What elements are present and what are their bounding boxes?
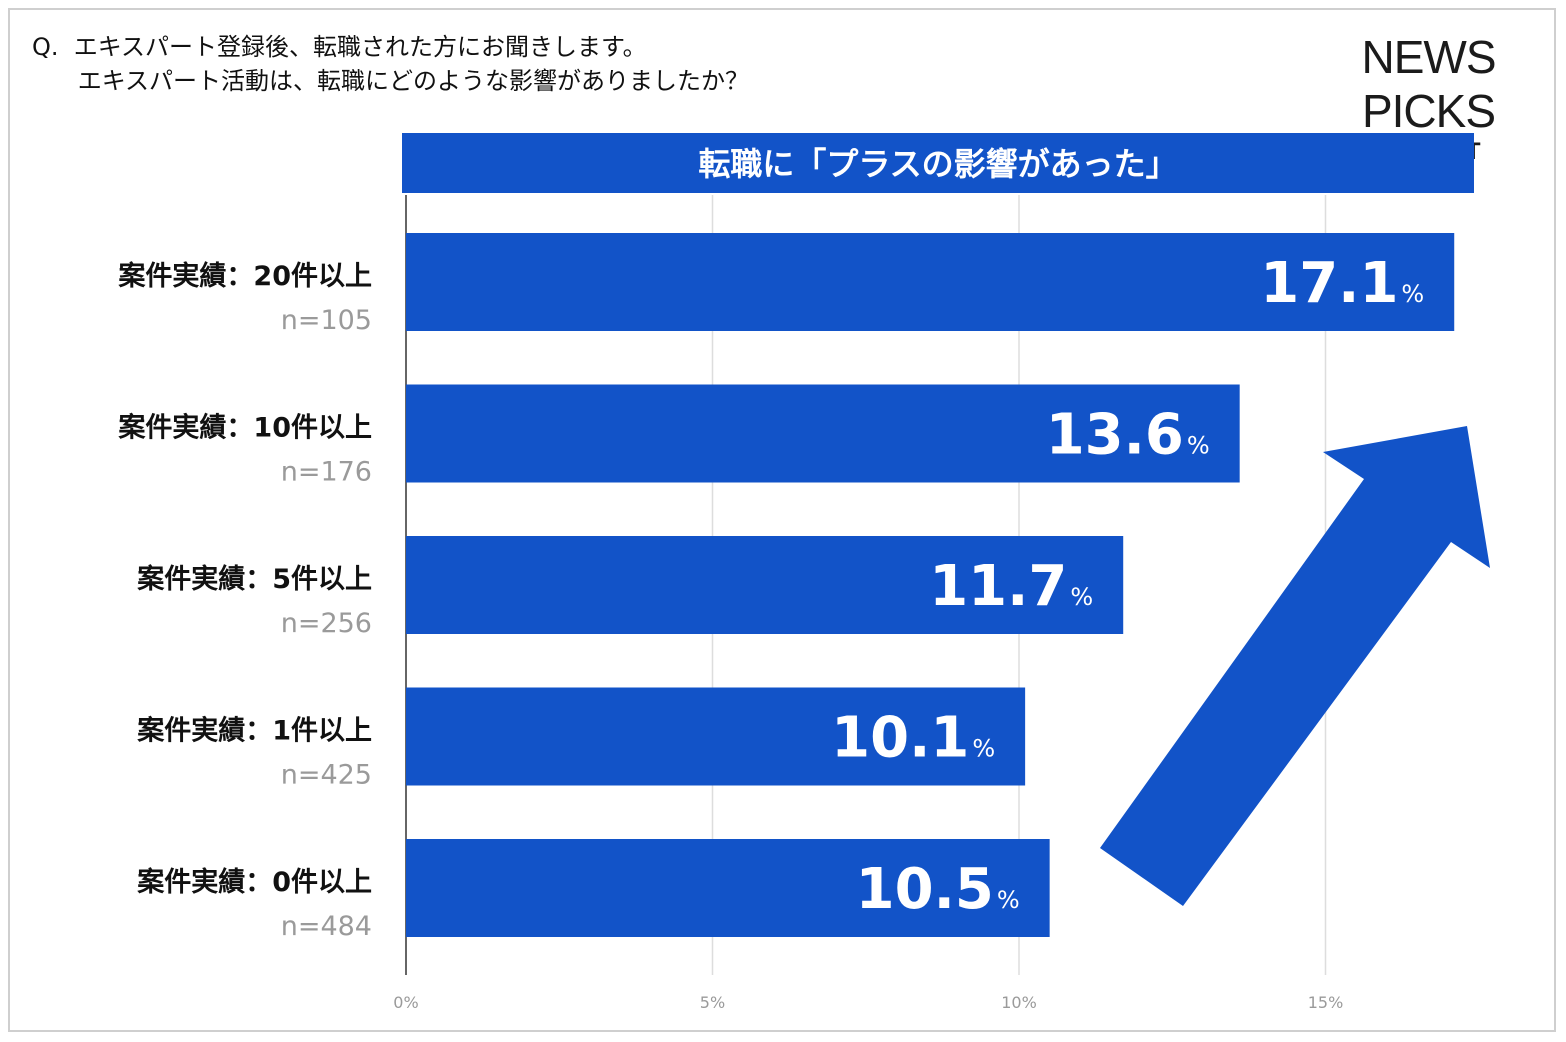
- x-axis-ticks: 0% 5% 10% 15%: [393, 993, 1343, 1012]
- x-tick-label: 0%: [393, 993, 418, 1012]
- question-line-1: Q. エキスパート登録後、転職された方にお聞きします。: [32, 33, 647, 61]
- logo-main-text: NEWS PICKS: [1361, 31, 1497, 137]
- bars: 17.1 %13.6 %11.7 %10.1 %10.5%: [406, 233, 1455, 937]
- x-tick-label: 5%: [700, 993, 725, 1012]
- bar: [406, 233, 1455, 331]
- value-number: 10.1: [831, 706, 969, 771]
- value-unit: %: [972, 735, 995, 763]
- category-label: 案件実績：5件以上: [136, 563, 372, 595]
- category-label: 案件実績：0件以上: [136, 866, 372, 898]
- sample-size-label: n=256: [281, 608, 372, 639]
- category-label: 案件実績：10件以上: [117, 412, 372, 444]
- value-number: 10.5: [856, 857, 994, 922]
- bar: [406, 687, 1026, 786]
- value-unit: %: [1187, 432, 1210, 460]
- value-number: 11.7: [929, 554, 1067, 619]
- value-number: 13.6: [1046, 403, 1184, 468]
- bar: [406, 536, 1124, 634]
- sample-size-label: n=176: [281, 457, 372, 488]
- title-banner-background: [402, 133, 1474, 193]
- bar: [406, 384, 1240, 483]
- bar-value-label: 17.1%: [1260, 251, 1424, 316]
- bar-value-label: 10.1%: [831, 706, 995, 771]
- question-line-2: エキスパート活動は、転職にどのような影響がありましたか？: [32, 67, 750, 95]
- chart-title: 転職に「プラスの影響があった」: [698, 145, 1177, 183]
- bar-value-label: 10.5%: [856, 857, 1020, 922]
- value-unit: %: [997, 886, 1020, 914]
- sample-size-label: n=484: [281, 911, 372, 942]
- category-labels: 案件実績：20件以上 n=105 案件実績：10件以上 n=176 案件実績：5件以上 n…: [117, 260, 372, 942]
- chart-title-banner: 転職に「プラスの影響があった」: [402, 133, 1474, 193]
- sample-size-label: n=425: [281, 760, 372, 791]
- x-tick-label: 15%: [1308, 993, 1344, 1012]
- bar-value-label: 11.7%: [929, 554, 1093, 619]
- value-unit: %: [1401, 280, 1424, 308]
- trend-arrow-icon: [1100, 426, 1490, 906]
- bar: [406, 839, 1050, 937]
- question-text: Q. エキスパート登録後、転職された方にお聞きします。 エキスパート活動は、転職…: [32, 30, 749, 98]
- category-label: 案件実績：1件以上: [136, 715, 372, 747]
- category-label: 案件実績：20件以上: [117, 260, 372, 292]
- value-number: 17.1: [1260, 251, 1398, 316]
- value-unit: %: [1070, 583, 1093, 611]
- trend-arrow: [1100, 426, 1490, 906]
- bar-value-label: 13.6%: [1046, 403, 1210, 468]
- x-tick-label: 10%: [1001, 993, 1037, 1012]
- sample-size-label: n=105: [281, 305, 372, 336]
- chart-frame: [8, 8, 1556, 1032]
